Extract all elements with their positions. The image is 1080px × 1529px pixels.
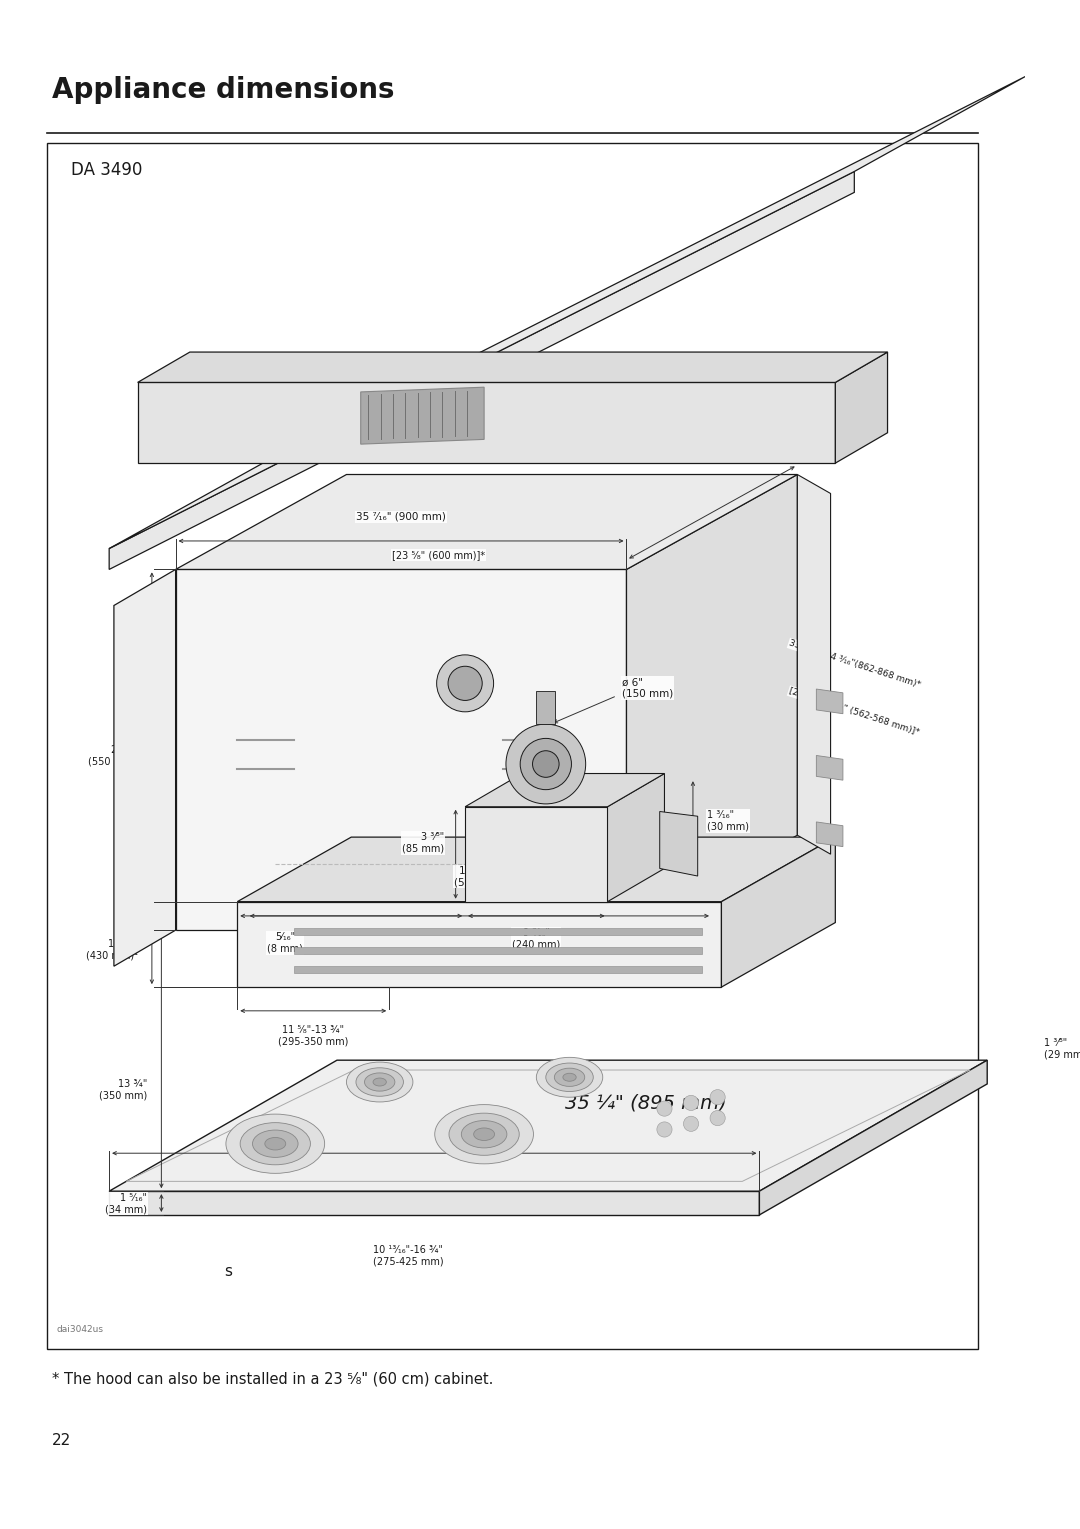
Text: 1 ⁵⁄₁₆"
(34 mm): 1 ⁵⁄₁₆" (34 mm) <box>105 1193 147 1214</box>
Text: min.
21 ⁵⁄₈"
(550 mm)²: min. 21 ⁵⁄₈" (550 mm)² <box>89 734 140 766</box>
Polygon shape <box>626 474 797 930</box>
Text: [22 ⅛"-22 ³⁄₈" (562-568 mm)]*: [22 ⅛"-22 ³⁄₈" (562-568 mm)]* <box>788 687 920 737</box>
Circle shape <box>684 1116 699 1131</box>
Circle shape <box>532 751 559 777</box>
Text: dai3042us: dai3042us <box>57 1324 104 1333</box>
Circle shape <box>657 1122 672 1138</box>
Ellipse shape <box>545 1063 593 1092</box>
Ellipse shape <box>461 1121 507 1148</box>
Circle shape <box>684 1095 699 1110</box>
Polygon shape <box>797 474 831 855</box>
Polygon shape <box>816 755 842 780</box>
Ellipse shape <box>537 1058 603 1098</box>
Polygon shape <box>109 1191 759 1216</box>
Text: ø 6"
(150 mm): ø 6" (150 mm) <box>622 677 673 699</box>
Polygon shape <box>238 902 721 988</box>
Ellipse shape <box>449 1113 519 1156</box>
Polygon shape <box>465 774 664 807</box>
Text: 13 ¾"
(350 mm): 13 ¾" (350 mm) <box>99 1079 147 1101</box>
Polygon shape <box>176 569 626 930</box>
Polygon shape <box>816 690 842 714</box>
Polygon shape <box>109 171 854 569</box>
Polygon shape <box>113 569 176 966</box>
Polygon shape <box>537 691 555 725</box>
Ellipse shape <box>474 1128 495 1141</box>
Text: DA 3490: DA 3490 <box>71 161 143 179</box>
Ellipse shape <box>373 1078 387 1086</box>
Polygon shape <box>361 387 484 443</box>
Ellipse shape <box>253 1130 298 1157</box>
Text: 10 ¹³⁄₁₆"-16 ¾"
(275-425 mm): 10 ¹³⁄₁₆"-16 ¾" (275-425 mm) <box>373 1245 444 1268</box>
Polygon shape <box>294 966 702 972</box>
Polygon shape <box>759 1060 987 1216</box>
Polygon shape <box>816 823 842 847</box>
Ellipse shape <box>365 1073 395 1092</box>
Polygon shape <box>109 76 1025 549</box>
Polygon shape <box>294 928 702 934</box>
Bar <box>48 144 977 1349</box>
Circle shape <box>448 667 482 700</box>
Text: 3 ³⁄⁸"
(85 mm): 3 ³⁄⁸" (85 mm) <box>402 832 444 853</box>
Text: s: s <box>224 1264 232 1280</box>
Text: 33 ¹⁵⁄₁₆"-34 ³⁄₁₆"(862-868 mm)*: 33 ¹⁵⁄₁₆"-34 ³⁄₁₆"(862-868 mm)* <box>788 639 922 690</box>
Polygon shape <box>835 352 888 463</box>
Text: 1 ³⁄⁸"
(29 mm): 1 ³⁄⁸" (29 mm) <box>1044 1038 1080 1060</box>
Ellipse shape <box>356 1067 404 1096</box>
Text: 35 ⁷⁄₁₆" (900 mm): 35 ⁷⁄₁₆" (900 mm) <box>355 512 446 521</box>
Polygon shape <box>721 836 835 988</box>
Ellipse shape <box>265 1138 286 1150</box>
Ellipse shape <box>226 1115 325 1173</box>
Circle shape <box>521 739 571 789</box>
Text: 1 ³⁄₁₆"
(30 mm): 1 ³⁄₁₆" (30 mm) <box>707 810 750 832</box>
Polygon shape <box>137 382 835 463</box>
Circle shape <box>436 654 494 713</box>
Ellipse shape <box>240 1122 310 1165</box>
Ellipse shape <box>554 1069 584 1087</box>
Polygon shape <box>238 836 835 902</box>
Polygon shape <box>137 352 888 382</box>
Ellipse shape <box>347 1063 413 1102</box>
Text: 19 ¹¹⁄₁₆"
(500 mm): 19 ¹¹⁄₁₆" (500 mm) <box>454 865 505 887</box>
Polygon shape <box>294 948 702 954</box>
Text: 22: 22 <box>52 1433 71 1448</box>
Text: 6 ½"
(165 mm)¹: 6 ½" (165 mm)¹ <box>741 431 793 453</box>
Circle shape <box>710 1110 725 1125</box>
Polygon shape <box>608 774 664 902</box>
Circle shape <box>710 1090 725 1105</box>
Text: 11 ⁵⁄₈"-13 ¾"
(295-350 mm): 11 ⁵⁄₈"-13 ¾" (295-350 mm) <box>278 1024 349 1047</box>
Text: 9 ⁷⁄₁₆"
(240 mm): 9 ⁷⁄₁₆" (240 mm) <box>512 928 561 950</box>
Polygon shape <box>465 807 608 902</box>
Text: min.
16 ⁷⁄₈"
(430 mm)¹: min. 16 ⁷⁄₈" (430 mm)¹ <box>85 928 137 962</box>
Text: [23 ⁵⁄₈" (600 mm)]*: [23 ⁵⁄₈" (600 mm)]* <box>392 550 485 561</box>
Circle shape <box>505 725 585 804</box>
Text: 5⁄₁₆"
(8 mm): 5⁄₁₆" (8 mm) <box>267 933 302 954</box>
Text: 35 ¼" (895 mm): 35 ¼" (895 mm) <box>565 1093 727 1113</box>
Circle shape <box>657 1101 672 1116</box>
Polygon shape <box>109 1060 987 1191</box>
Polygon shape <box>176 474 797 569</box>
Polygon shape <box>660 812 698 876</box>
Ellipse shape <box>435 1104 534 1164</box>
Ellipse shape <box>563 1073 577 1081</box>
Text: * The hood can also be installed in a 23 ⁵⁄₈" (60 cm) cabinet.: * The hood can also be installed in a 23… <box>52 1372 494 1387</box>
Text: Appliance dimensions: Appliance dimensions <box>52 76 394 104</box>
